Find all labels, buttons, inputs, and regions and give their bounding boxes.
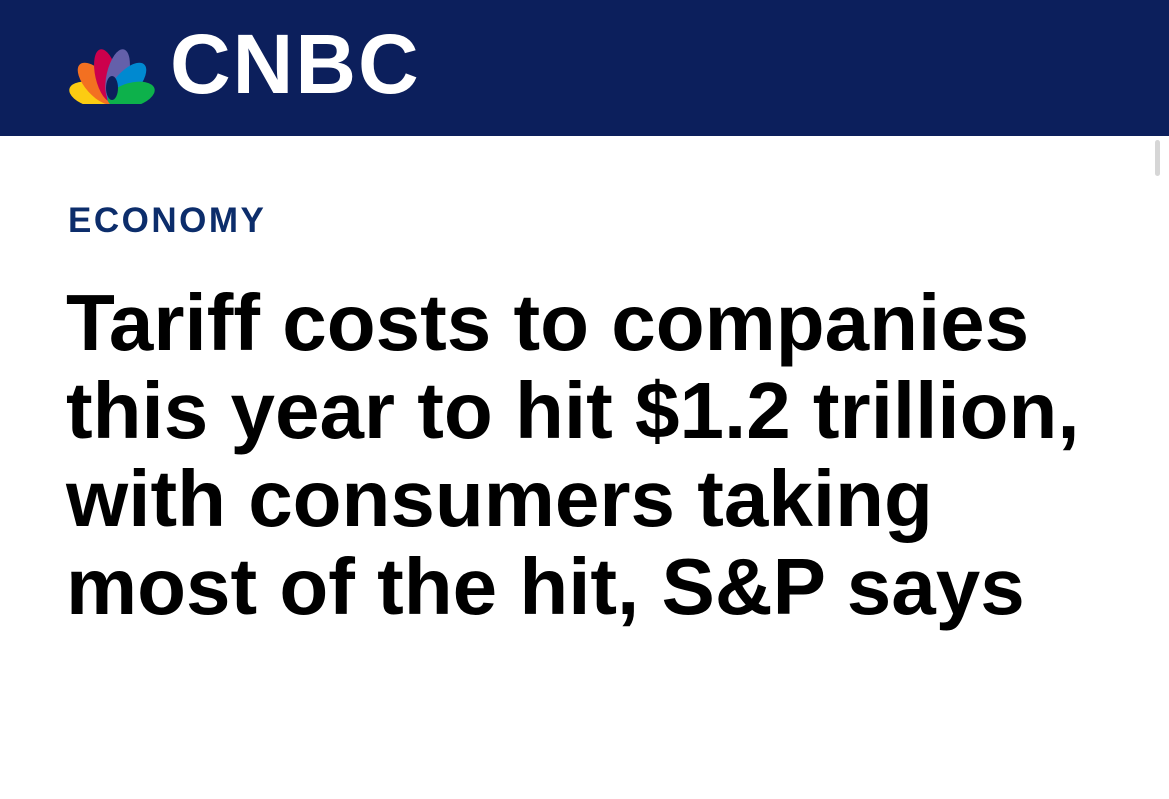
headline-line: most of the hit, S&P says [66,542,1025,631]
scrollbar [1155,140,1160,176]
top-bar: CNBC [0,0,1169,136]
section-label[interactable]: ECONOMY [68,201,267,240]
headline: Tariff costs to companies this year to hi… [66,279,1080,631]
logo-text[interactable]: CNBC [170,17,421,111]
peacock-logo[interactable] [56,34,168,104]
headline-line: Tariff costs to companies [66,278,1030,367]
headline-line: this year to hit $1.2 trillion, [66,366,1080,455]
headline-line: with consumers taking [66,454,933,543]
